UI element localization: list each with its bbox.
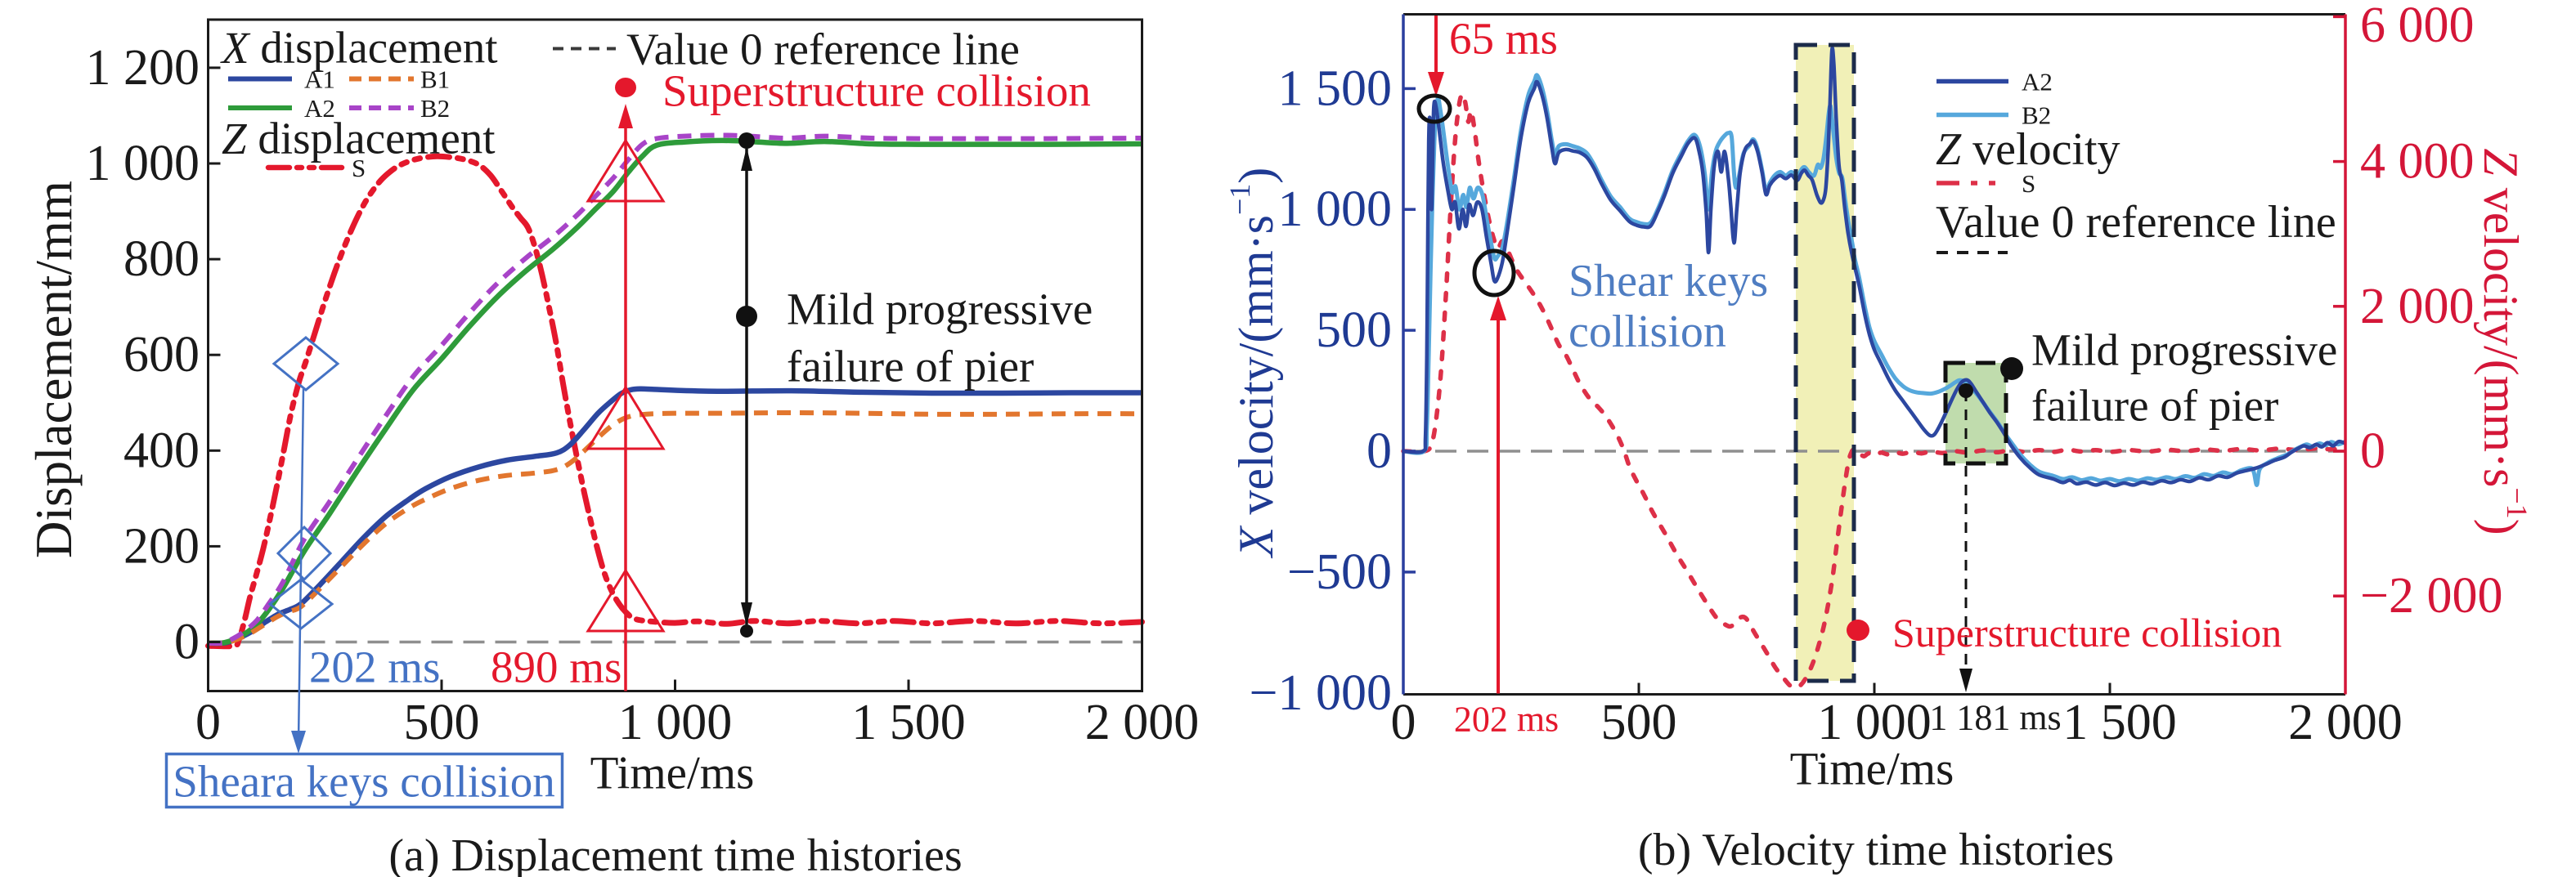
svg-text:failure of pier: failure of pier: [787, 342, 1034, 392]
svg-text:Superstructure collision: Superstructure collision: [662, 66, 1091, 116]
svg-text:2 000: 2 000: [1085, 695, 1200, 750]
svg-text:6 000: 6 000: [2360, 0, 2475, 53]
svg-text:200: 200: [123, 518, 200, 574]
svg-text:202 ms: 202 ms: [309, 642, 440, 692]
svg-text:A2: A2: [304, 94, 335, 123]
svg-text:A1: A1: [304, 65, 335, 94]
svg-text:Superstructure collision: Superstructure collision: [1892, 610, 2282, 656]
svg-text:−500: −500: [1287, 544, 1392, 600]
svg-text:S: S: [2022, 169, 2035, 198]
svg-text:500: 500: [1316, 302, 1392, 358]
svg-text:Z velocity: Z velocity: [1936, 124, 2120, 175]
svg-text:1 000: 1 000: [618, 695, 733, 750]
svg-text:1 000: 1 000: [1817, 695, 1932, 750]
svg-text:S: S: [352, 154, 366, 182]
svg-text:1 181 ms: 1 181 ms: [1929, 698, 2061, 738]
svg-text:65 ms: 65 ms: [1449, 14, 1558, 64]
svg-text:failure of pier: failure of pier: [2031, 381, 2278, 431]
svg-text:B2: B2: [420, 94, 450, 123]
svg-text:Z velocity/(mm·s−1): Z velocity/(mm·s−1): [2474, 148, 2533, 535]
svg-text:Displacement/mm: Displacement/mm: [25, 181, 83, 558]
svg-text:0: 0: [1391, 695, 1416, 750]
svg-text:(b) Velocity time histories: (b) Velocity time histories: [1638, 825, 2114, 875]
svg-text:Z displacement: Z displacement: [222, 114, 496, 163]
svg-text:0: 0: [2360, 423, 2385, 479]
svg-text:0: 0: [174, 615, 200, 670]
svg-text:Value 0 reference line: Value 0 reference line: [626, 25, 1020, 74]
svg-text:−2 000: −2 000: [2360, 568, 2502, 624]
svg-text:Mild progressive: Mild progressive: [787, 284, 1093, 334]
svg-text:B2: B2: [2022, 101, 2051, 130]
svg-text:400: 400: [123, 423, 200, 478]
svg-text:Mild progressive: Mild progressive: [2031, 325, 2337, 375]
svg-text:Time/ms: Time/ms: [590, 748, 755, 799]
svg-text:890 ms: 890 ms: [491, 642, 622, 692]
svg-text:202 ms: 202 ms: [1454, 700, 1559, 740]
svg-text:0: 0: [1367, 423, 1392, 479]
svg-text:Time/ms: Time/ms: [1790, 744, 1954, 795]
svg-text:B1: B1: [420, 65, 450, 94]
svg-text:4 000: 4 000: [2360, 134, 2475, 190]
svg-text:Value 0 reference line: Value 0 reference line: [1936, 197, 2336, 248]
svg-text:collision: collision: [1568, 307, 1726, 357]
svg-text:1 500: 1 500: [2062, 695, 2177, 750]
svg-text:2 000: 2 000: [2288, 695, 2403, 750]
svg-text:0: 0: [195, 695, 221, 750]
svg-text:1 000: 1 000: [1278, 181, 1393, 237]
svg-text:1 500: 1 500: [851, 695, 966, 750]
svg-text:1 000: 1 000: [86, 136, 200, 191]
svg-text:X displacement: X displacement: [220, 23, 498, 73]
svg-text:Sheara keys collision: Sheara keys collision: [173, 757, 554, 807]
svg-text:600: 600: [123, 327, 200, 383]
svg-text:Shear keys: Shear keys: [1568, 256, 1768, 307]
svg-text:(a) Displacement time historie: (a) Displacement time histories: [388, 830, 962, 877]
svg-text:1 500: 1 500: [1278, 60, 1393, 116]
svg-text:2 000: 2 000: [2360, 279, 2475, 334]
svg-text:A2: A2: [2022, 68, 2053, 96]
svg-text:500: 500: [1601, 695, 1677, 750]
svg-text:1 200: 1 200: [86, 40, 200, 96]
svg-text:800: 800: [123, 231, 200, 287]
svg-text:500: 500: [404, 695, 480, 750]
svg-text:−1 000: −1 000: [1250, 665, 1392, 721]
svg-text:X velocity/(mm·s−1): X velocity/(mm·s−1): [1223, 168, 1283, 559]
